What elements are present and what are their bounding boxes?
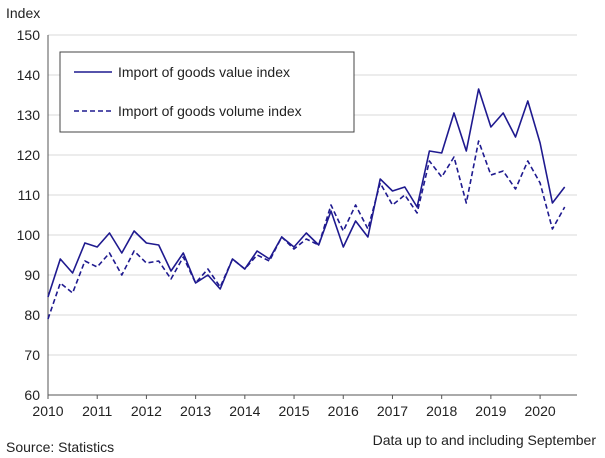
- series-line-value: [47, 88, 566, 298]
- x-tick-label: 2019: [475, 403, 506, 419]
- y-tick-label: 140: [17, 67, 41, 83]
- x-tick-label: 2011: [82, 403, 112, 419]
- x-tick-label: 2016: [328, 403, 359, 419]
- x-tick-label: 2017: [377, 403, 408, 419]
- x-tick-label: 2012: [131, 403, 162, 419]
- source-note: Source: Statistics: [6, 439, 115, 455]
- x-tick-label: 2020: [525, 403, 556, 419]
- y-tick-label: 100: [17, 227, 41, 243]
- legend-entry-label: Import of goods value index: [118, 64, 290, 80]
- x-tick-label: 2014: [229, 403, 260, 419]
- legend-box: [59, 51, 355, 133]
- y-tick-label: 110: [18, 187, 41, 203]
- x-tick-label: 2015: [278, 403, 309, 419]
- y-tick-label: 130: [17, 107, 41, 123]
- y-tick-label: 70: [24, 347, 40, 363]
- series-line-volume: [47, 140, 566, 320]
- x-tick-label: 2018: [426, 403, 457, 419]
- import-index-line-chart: 60 70 80 90 100 110 120 130 140 150 2010 2011 2012 20…: [17, 27, 577, 419]
- y-tick-label: 150: [17, 27, 41, 43]
- y-tick-label: 90: [24, 267, 40, 283]
- x-tick-label: 2010: [32, 403, 63, 419]
- y-axis-unit-label: Index: [6, 5, 41, 21]
- legend-entry-label: Import of goods volume index: [118, 103, 302, 119]
- y-tick-label: 120: [17, 147, 41, 163]
- grid-lines: [48, 34, 577, 356]
- data-period-note: Data up to and including September: [372, 432, 596, 448]
- x-tick-label: 2013: [180, 403, 211, 419]
- y-tick-label: 60: [24, 387, 40, 403]
- y-tick-label: 80: [24, 307, 40, 323]
- legend: Import of goods value index Import of goo…: [59, 51, 355, 133]
- axes: 60 70 80 90 100 110 120 130 140 150 2010 2011 2012 20…: [17, 27, 577, 419]
- series-lines: [47, 88, 566, 320]
